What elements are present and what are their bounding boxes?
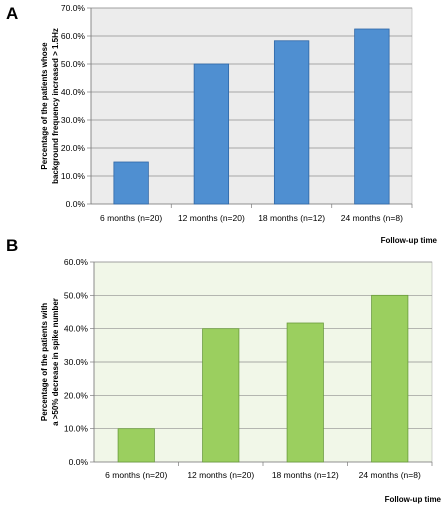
panel-a-bar	[113, 161, 149, 205]
panel-b-letter: B	[6, 236, 18, 255]
panel-a-y-tick-label: 50.0%	[61, 59, 86, 69]
panel-a-category-label: 24 months (n=8)	[341, 213, 403, 223]
panel-a-category-label: 18 months (n=12)	[258, 213, 325, 223]
panel-b-y-axis-label: Percentage of the patients with	[40, 303, 49, 421]
panel-a-y-tick-label: 10.0%	[61, 171, 86, 181]
panel-a-y-tick-label: 40.0%	[61, 87, 86, 97]
panel-b-bar	[202, 328, 240, 463]
panel-a-category-label: 6 months (n=20)	[100, 213, 162, 223]
panel-b-category-label: 12 months (n=20)	[187, 470, 254, 480]
panel-b-category-label: 18 months (n=12)	[272, 470, 339, 480]
panel-a-y-tick-label: 0.0%	[66, 199, 86, 209]
panel-a-x-axis-label: Follow-up time	[381, 236, 438, 245]
panel-b-y-tick-label: 20.0%	[64, 390, 89, 400]
panel-a-bar	[354, 28, 390, 205]
panel-b-x-axis-label: Follow-up time	[385, 495, 442, 504]
panel-b-y-tick-label: 40.0%	[64, 324, 89, 334]
panel-b-y-tick-label: 50.0%	[64, 290, 89, 300]
panel-a-bar	[273, 40, 310, 205]
panel-a-y-tick-label: 20.0%	[61, 143, 86, 153]
panel-b-bar	[286, 322, 324, 463]
panel-b-category-label: 6 months (n=20)	[105, 470, 167, 480]
panel-a-bar	[193, 63, 230, 205]
panel-b-y-tick-label: 0.0%	[69, 457, 89, 467]
panel-b-y-tick-label: 60.0%	[64, 257, 89, 267]
panel-a-y-tick-label: 60.0%	[61, 31, 86, 41]
panel-b-bar	[117, 428, 155, 463]
panel-a-y-axis-label: Percentage of the patients whose	[40, 42, 49, 170]
panel-b-y-tick-label: 30.0%	[64, 357, 89, 367]
panel-a-y-axis-label: background frequency increased > 1.5Hz	[51, 28, 60, 184]
panel-a-category-label: 12 months (n=20)	[178, 213, 245, 223]
panel-b-category-label: 24 months (n=8)	[359, 470, 421, 480]
panel-a-y-tick-label: 30.0%	[61, 115, 86, 125]
panel-a-y-tick-label: 70.0%	[61, 3, 86, 13]
panel-b-y-tick-label: 10.0%	[64, 424, 89, 434]
panel-b-bar	[371, 294, 409, 463]
panel-b-y-axis-label: a >50% decrease in spike number	[51, 298, 60, 426]
panel-a-letter: A	[6, 4, 18, 23]
